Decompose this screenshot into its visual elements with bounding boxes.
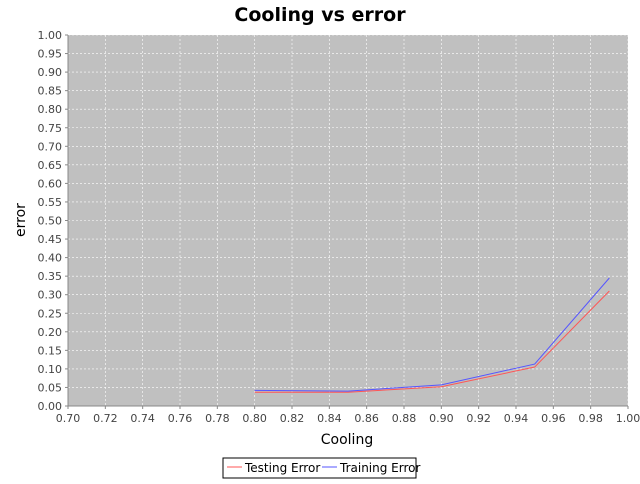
y-tick-label: 0.40 — [38, 252, 63, 265]
y-tick-label: 0.15 — [38, 344, 63, 357]
x-tick-label: 0.96 — [541, 412, 566, 425]
chart-title: Cooling vs error — [234, 4, 406, 26]
x-tick-label: 0.74 — [130, 412, 155, 425]
x-tick-label: 0.72 — [93, 412, 118, 425]
legend-label-training: Training Error — [339, 461, 420, 475]
x-axis-label: Cooling — [321, 432, 373, 448]
y-tick-label: 0.70 — [38, 140, 63, 153]
x-tick-label: 0.98 — [578, 412, 603, 425]
x-tick-label: 0.78 — [205, 412, 230, 425]
y-tick-label: 0.60 — [38, 177, 63, 190]
x-tick-label: 1.00 — [616, 412, 640, 425]
legend: Testing Error Training Error — [223, 458, 420, 478]
y-tick-label: 0.75 — [38, 122, 63, 135]
y-tick-label: 0.90 — [38, 66, 63, 79]
x-tick-label: 0.76 — [168, 412, 193, 425]
grid-layer — [68, 35, 628, 406]
x-tick-label: 0.86 — [354, 412, 379, 425]
y-tick-label: 0.85 — [38, 85, 63, 98]
y-tick-label: 0.50 — [38, 215, 63, 228]
x-tick-label: 0.84 — [317, 412, 342, 425]
y-tick-label: 0.35 — [38, 270, 63, 283]
y-tick-label: 0.65 — [38, 159, 63, 172]
x-tick-label: 0.82 — [280, 412, 305, 425]
y-tick-label: 0.05 — [38, 381, 63, 394]
x-tick-label: 0.92 — [466, 412, 491, 425]
y-tick-label: 0.10 — [38, 363, 63, 376]
x-tick-label: 0.80 — [242, 412, 267, 425]
y-tick-label: 1.00 — [38, 29, 63, 42]
y-tick-label: 0.95 — [38, 48, 63, 61]
y-tick-label: 0.00 — [38, 400, 63, 413]
x-tick-label: 0.90 — [429, 412, 454, 425]
legend-label-testing: Testing Error — [244, 461, 320, 475]
x-tick-label: 0.88 — [392, 412, 417, 425]
y-axis-label: error — [13, 203, 29, 237]
x-tick-label: 0.70 — [56, 412, 81, 425]
y-tick-label: 0.55 — [38, 196, 63, 209]
y-tick-label: 0.45 — [38, 233, 63, 246]
y-tick-label: 0.25 — [38, 307, 63, 320]
y-tick-label: 0.30 — [38, 289, 63, 302]
y-tick-label: 0.20 — [38, 326, 63, 339]
y-tick-label: 0.80 — [38, 103, 63, 116]
x-tick-label: 0.94 — [504, 412, 529, 425]
